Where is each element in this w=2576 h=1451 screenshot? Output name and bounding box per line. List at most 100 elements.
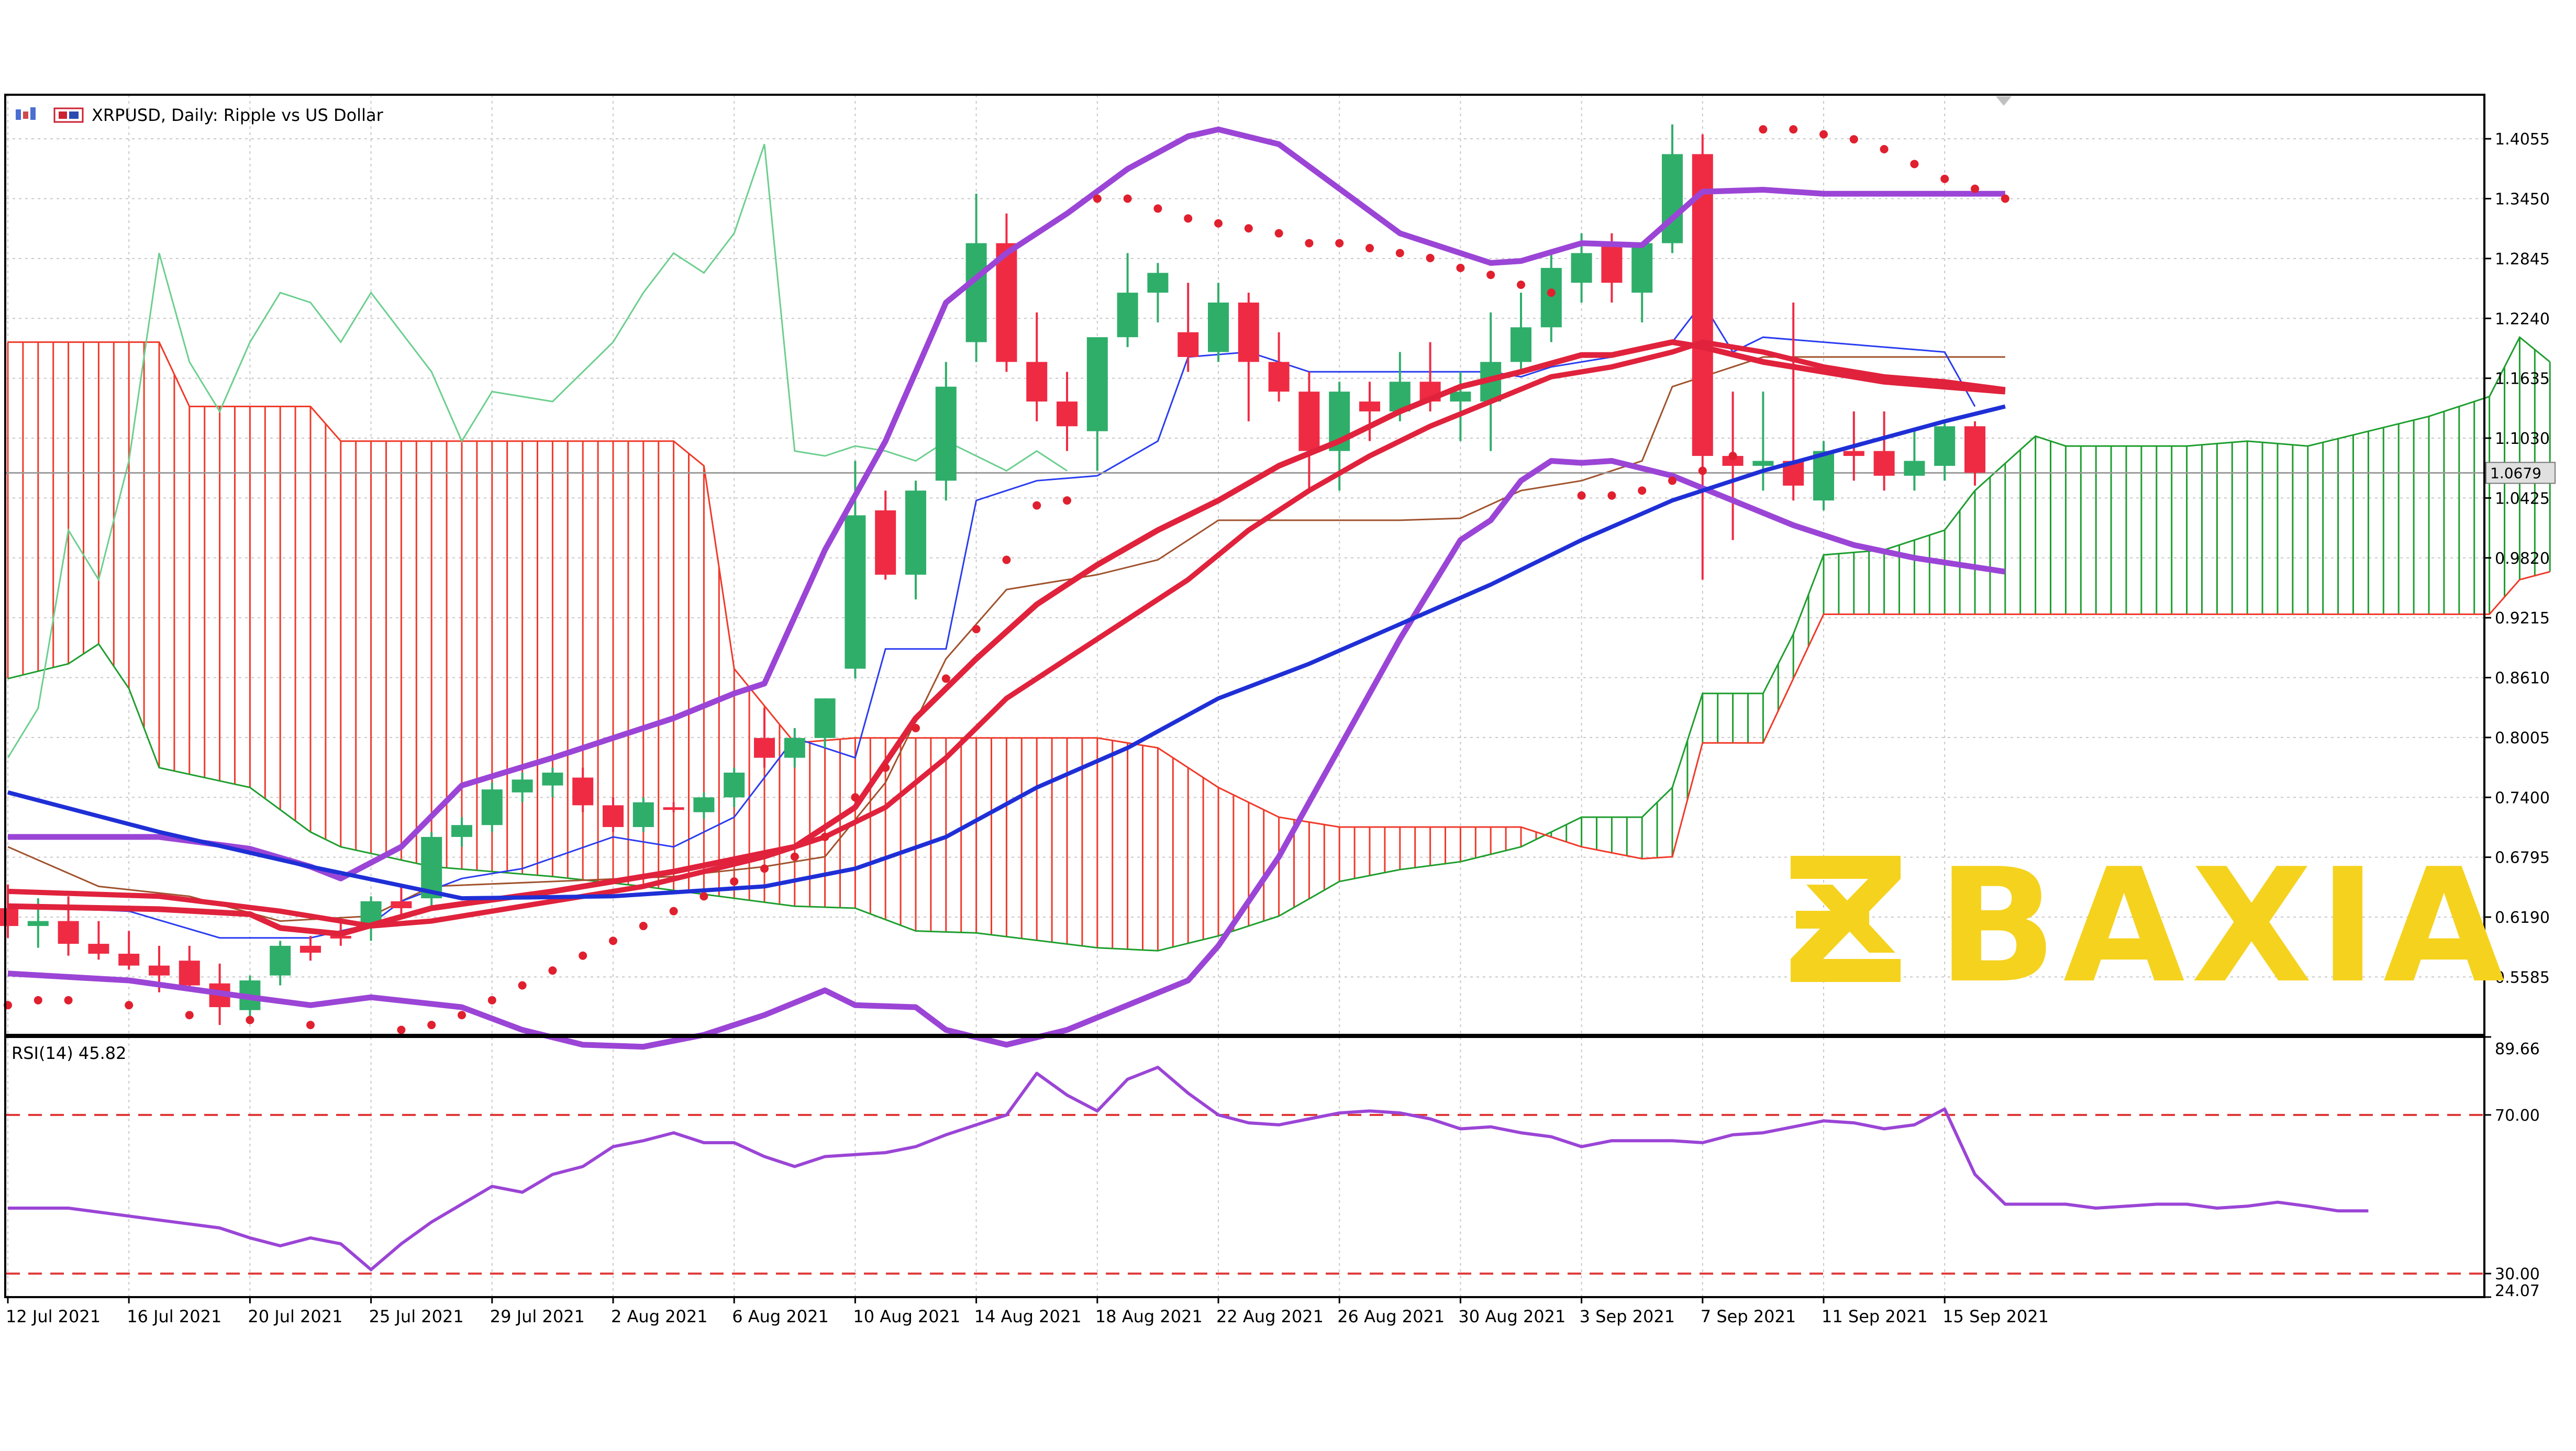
candle-body bbox=[1571, 253, 1592, 283]
psar-dot bbox=[609, 936, 617, 945]
rsi-panel-border bbox=[4, 1036, 2485, 1298]
candlesticks bbox=[0, 124, 1985, 1025]
psar-dot bbox=[185, 1011, 194, 1020]
candle-body bbox=[1057, 401, 1078, 427]
psar-dot bbox=[1910, 160, 1919, 169]
psar-dot bbox=[1698, 466, 1707, 475]
candle-body bbox=[1631, 243, 1653, 293]
psar-dot bbox=[125, 1001, 134, 1010]
candle-body bbox=[330, 935, 351, 939]
candle-body bbox=[814, 698, 836, 738]
candle-body bbox=[270, 945, 291, 976]
bear-candle bbox=[1964, 421, 1985, 486]
bull-candle bbox=[845, 461, 866, 679]
bull-candle bbox=[481, 782, 503, 832]
psar-dot bbox=[64, 996, 73, 1004]
candle-body bbox=[300, 945, 321, 953]
rsi-tick-label: 24.07 bbox=[2495, 1282, 2540, 1300]
price-tick-label: 0.7400 bbox=[2495, 789, 2550, 807]
bear-candle bbox=[1722, 392, 1744, 540]
bear-candle bbox=[1298, 372, 1320, 491]
candle-body bbox=[603, 805, 624, 827]
candle-body bbox=[1026, 362, 1048, 402]
date-tick-label: 30 Aug 2021 bbox=[1458, 1307, 1565, 1326]
psar-dot bbox=[1123, 194, 1132, 203]
bull-candle bbox=[1208, 283, 1229, 362]
scroll-shift-marker[interactable] bbox=[1996, 96, 2012, 106]
candle-body bbox=[845, 515, 866, 669]
moving-average-slow bbox=[7, 404, 2006, 901]
psar-dot bbox=[1456, 263, 1465, 272]
psar-dot bbox=[1002, 555, 1011, 564]
bear-candle bbox=[1873, 411, 1895, 491]
psar-dot bbox=[1759, 125, 1768, 134]
bull-candle bbox=[1086, 337, 1108, 471]
date-tick-label: 26 Aug 2021 bbox=[1337, 1307, 1445, 1326]
psar-dot bbox=[1032, 501, 1041, 510]
candle-body bbox=[632, 802, 654, 827]
price-tick-label: 0.6795 bbox=[2495, 849, 2550, 867]
candle-body bbox=[481, 789, 503, 825]
bull-candle bbox=[451, 817, 472, 847]
candle-body bbox=[693, 797, 715, 812]
psar-dot bbox=[1517, 280, 1525, 289]
psar-dot bbox=[1668, 476, 1676, 485]
price-tick-label: 1.2845 bbox=[2495, 250, 2550, 269]
bear-candle bbox=[300, 935, 321, 961]
bull-candle bbox=[270, 941, 291, 986]
price-tick-label: 1.1635 bbox=[2495, 370, 2550, 388]
psar-dot bbox=[1971, 184, 1979, 193]
bear-candle bbox=[572, 767, 594, 812]
bollinger-middle-band bbox=[7, 339, 2006, 937]
price-tick-label: 1.1030 bbox=[2495, 430, 2550, 448]
psar-dot bbox=[1577, 491, 1586, 500]
candle-body bbox=[58, 921, 79, 944]
bull-candle bbox=[512, 773, 533, 802]
rsi-line bbox=[8, 1066, 2369, 1271]
bear-candle bbox=[875, 490, 896, 580]
psar-dot bbox=[972, 624, 981, 633]
candle-body bbox=[1147, 273, 1169, 293]
psar-dot bbox=[941, 674, 950, 683]
ichimoku-cloud bbox=[7, 337, 2551, 951]
candle-body bbox=[1268, 362, 1290, 392]
psar-dot bbox=[1305, 239, 1314, 248]
date-tick-label: 22 Aug 2021 bbox=[1216, 1307, 1324, 1326]
current-price-tag: 1.0679 bbox=[2485, 462, 2556, 484]
candle-body bbox=[784, 738, 805, 758]
bear-candle bbox=[1238, 293, 1259, 421]
candle-body bbox=[1208, 303, 1229, 352]
candle-body bbox=[1843, 451, 1864, 456]
bull-candle bbox=[935, 362, 957, 501]
bear-candle bbox=[88, 921, 109, 960]
bull-candle bbox=[784, 728, 805, 768]
candle-body bbox=[935, 386, 957, 481]
date-tick-label: 12 Jul 2021 bbox=[6, 1307, 101, 1326]
date-tick-label: 25 Jul 2021 bbox=[369, 1307, 464, 1326]
bull-candle bbox=[632, 797, 654, 832]
bull-candle bbox=[814, 698, 836, 748]
candle-body bbox=[663, 807, 684, 810]
bull-candle bbox=[693, 792, 715, 819]
bull-candle bbox=[360, 896, 382, 941]
candle-body bbox=[1662, 154, 1683, 243]
bollinger-upper-band bbox=[8, 126, 2005, 881]
date-tick-label: 2 Aug 2021 bbox=[611, 1307, 708, 1326]
psar-dot bbox=[518, 981, 527, 990]
candle-body bbox=[1178, 332, 1199, 357]
bear-candle bbox=[1692, 134, 1713, 580]
psar-dot bbox=[1789, 125, 1798, 134]
bear-candle bbox=[118, 931, 140, 970]
candle-body bbox=[421, 836, 442, 899]
candle-body bbox=[905, 490, 926, 575]
psar-dot bbox=[1093, 194, 1102, 203]
candle-body bbox=[996, 243, 1017, 362]
psar-dot bbox=[790, 852, 799, 861]
date-tick-label: 3 Sep 2021 bbox=[1580, 1307, 1675, 1326]
psar-dot bbox=[34, 996, 42, 1004]
psar-dot bbox=[548, 966, 557, 975]
rsi-tick-label: 30.00 bbox=[2495, 1265, 2540, 1283]
bull-candle bbox=[1117, 253, 1138, 348]
psar-dot bbox=[639, 922, 648, 931]
